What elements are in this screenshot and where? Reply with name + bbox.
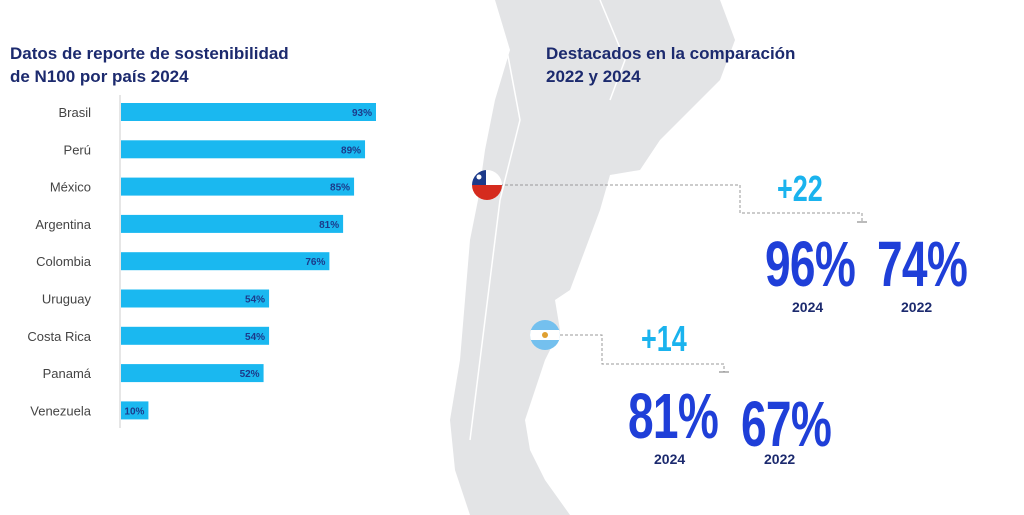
- bar: [121, 140, 366, 159]
- category-label: México: [50, 180, 91, 195]
- argentina-year-2024: 2024: [654, 451, 686, 467]
- bar-value-label: 89%: [341, 145, 361, 156]
- category-label: Colombia: [36, 254, 92, 269]
- bar-value-label: 54%: [245, 332, 265, 343]
- bar-value-label: 52%: [240, 369, 260, 380]
- bar: [121, 326, 270, 345]
- argentina-year-2022: 2022: [764, 451, 796, 467]
- highlights-title: Destacados en la comparación 2022 y 2024: [546, 42, 795, 88]
- category-label: Uruguay: [42, 292, 92, 307]
- chile-flag-icon: [472, 170, 502, 200]
- bar-chart: Brasil 93% Perú 89% México 85% Argentina 81% Col…: [27, 95, 376, 428]
- category-label: Argentina: [35, 217, 91, 232]
- bar-value-label: 81%: [319, 220, 339, 231]
- highlights-title-line-2: 2022 y 2024: [546, 67, 641, 86]
- bar-value-label: 10%: [124, 406, 144, 417]
- delta-argentina: +14: [641, 318, 687, 359]
- bar: [121, 252, 330, 271]
- category-label: Venezuela: [30, 403, 91, 418]
- bar-value-label: 93%: [352, 108, 372, 119]
- bar: [121, 103, 376, 121]
- bar: [121, 177, 355, 196]
- bar: [121, 214, 344, 233]
- bar-value-label: 76%: [305, 257, 325, 268]
- bar: [121, 401, 149, 420]
- chile-year-2024: 2024: [792, 299, 824, 315]
- delta-chile: +22: [777, 168, 823, 209]
- category-label: Costa Rica: [27, 329, 91, 344]
- argentina-flag-icon: [530, 320, 560, 350]
- category-label: Brasil: [58, 105, 91, 120]
- highlights-title-line-1: Destacados en la comparación: [546, 44, 796, 63]
- category-label: Perú: [64, 142, 91, 157]
- chart-title-line-2: de N100 por país 2024: [10, 67, 189, 86]
- bar: [121, 289, 270, 308]
- chile-year-2022: 2022: [901, 299, 933, 315]
- chile-value-2024: 96%: [765, 228, 856, 300]
- category-label: Panamá: [43, 366, 92, 381]
- chile-value-2022: 74%: [877, 228, 968, 300]
- argentina-value-2024: 81%: [628, 380, 719, 452]
- chart-title-line-1: Datos de reporte de sostenibilidad: [10, 44, 289, 63]
- chart-title: Datos de reporte de sostenibilidad de N1…: [10, 42, 289, 88]
- argentina-value-2022: 67%: [741, 388, 832, 460]
- bar-value-label: 54%: [245, 295, 265, 306]
- bar: [121, 364, 264, 383]
- bar-value-label: 85%: [330, 183, 350, 194]
